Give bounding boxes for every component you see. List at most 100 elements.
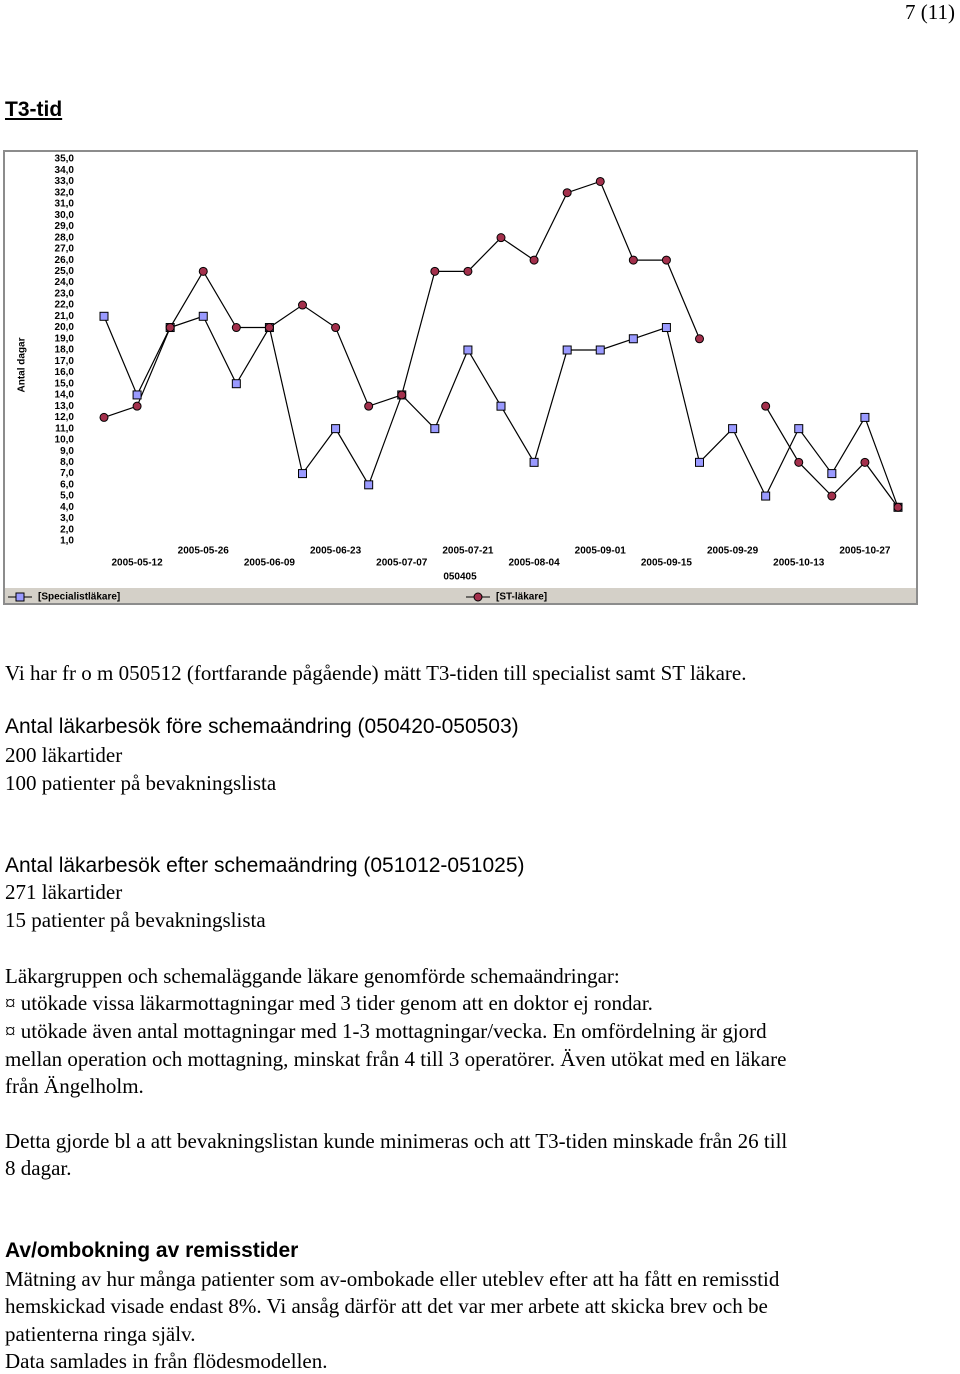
marker: [463, 266, 473, 276]
line: Mätning av hur många patienter som av-om…: [5, 1267, 780, 1291]
y-tick-label: 8,0: [60, 457, 74, 468]
marker: [298, 469, 307, 479]
x-axis-label: 050405: [443, 572, 477, 583]
marker: [99, 412, 109, 422]
marker: [761, 491, 771, 501]
marker: [628, 334, 638, 344]
marker: [198, 266, 208, 276]
legend-label: [ST-läkare]: [496, 592, 547, 603]
y-tick-label: 34,0: [55, 165, 75, 176]
line: 271 läkartider: [5, 880, 123, 904]
marker: [529, 255, 539, 265]
marker: [794, 457, 804, 467]
y-tick-label: 4,0: [60, 502, 74, 513]
marker: [198, 311, 208, 321]
y-tick-label: 33,0: [55, 176, 75, 187]
x-tick-label: 2005-05-26: [178, 546, 230, 557]
line: patienterna ringa själv.: [5, 1322, 196, 1346]
x-tick-label: 2005-07-07: [376, 558, 428, 569]
marker: [860, 457, 870, 467]
line: 8 dagar.: [5, 1156, 72, 1180]
marker: [430, 266, 440, 276]
line: Läkargruppen och schemaläggande läkare g…: [5, 964, 620, 988]
x-tick-label: 2005-09-15: [641, 558, 693, 569]
marker: [132, 401, 142, 411]
line: 15 patienter på bevakningslista: [5, 908, 266, 932]
y-tick-label: 18,0: [55, 345, 75, 356]
marker: [860, 412, 870, 422]
marker: [264, 323, 274, 333]
marker: [364, 480, 374, 490]
y-tick-label: 28,0: [55, 232, 75, 243]
y-tick-label: 11,0: [55, 423, 74, 434]
y-tick-label: 13,0: [55, 401, 75, 412]
y-tick-label: 32,0: [55, 187, 75, 198]
marker: [728, 424, 738, 434]
marker: [231, 379, 241, 389]
y-tick-label: 27,0: [55, 244, 75, 255]
y-tick-label: 25,0: [55, 266, 75, 277]
marker: [231, 323, 241, 333]
y-tick-label: 35,0: [55, 154, 75, 165]
y-tick-label: 22,0: [55, 300, 75, 311]
marker: [827, 469, 837, 479]
marker: [893, 502, 903, 512]
y-tick-label: 29,0: [55, 221, 75, 232]
marker: [562, 188, 572, 198]
y-tick-label: 16,0: [55, 367, 75, 378]
x-tick-label: 2005-05-12: [112, 558, 164, 569]
line: Detta gjorde bl a att bevakningslistan k…: [5, 1129, 788, 1153]
marker: [132, 390, 142, 400]
marker: [496, 233, 506, 243]
y-tick-label: 2,0: [60, 524, 74, 535]
y-tick-label: 14,0: [55, 390, 75, 401]
marker: [661, 255, 671, 265]
y-tick-label: 5,0: [60, 491, 74, 502]
legend-label: [Specialistläkare]: [38, 592, 120, 603]
marker: [794, 424, 804, 434]
marker: [761, 401, 771, 411]
line: ¤ utökade vissa läkarmottagningar med 3 …: [5, 991, 653, 1015]
chart-frame: [3, 150, 918, 605]
marker: [661, 323, 671, 333]
marker: [695, 334, 704, 344]
x-tick-label: 2005-09-29: [707, 546, 759, 557]
legend-marker: [473, 592, 483, 602]
heading: Av/ombokning av remisstider: [5, 1239, 299, 1262]
y-tick-label: 21,0: [55, 311, 75, 322]
y-tick-label: 1,0: [60, 536, 74, 547]
y-tick-label: 30,0: [55, 210, 75, 221]
y-tick-label: 12,0: [55, 412, 75, 423]
marker: [430, 424, 440, 434]
y-tick-label: 6,0: [60, 479, 74, 490]
marker: [331, 424, 341, 434]
x-tick-label: 2005-09-01: [575, 546, 627, 557]
legend-band: [5, 588, 916, 603]
y-axis-label: Antal dagar: [17, 337, 28, 392]
line: ¤ utökade även antal mottagningar med 1-…: [5, 1019, 767, 1043]
line: 100 patienter på bevakningslista: [5, 771, 277, 795]
x-tick-label: 2005-08-04: [509, 558, 561, 569]
line: Data samlades in från flödesmodellen.: [5, 1349, 328, 1373]
legend-marker: [15, 592, 25, 602]
x-tick-label: 2005-06-09: [244, 558, 296, 569]
marker: [496, 401, 506, 411]
line: från Ängelholm.: [5, 1074, 144, 1098]
x-tick-label: 2005-06-23: [310, 546, 362, 557]
heading: Antal läkarbesök före schemaändring (050…: [5, 715, 519, 738]
line: hemskickad visade endast 8%. Vi ansåg dä…: [5, 1294, 768, 1318]
marker: [595, 176, 605, 186]
marker: [99, 311, 109, 321]
marker: [529, 457, 539, 467]
x-tick-label: 2005-10-13: [773, 558, 825, 569]
marker: [827, 491, 837, 501]
chart: Antal dagar 050405 1,02,03,04,05,06,07,0…: [3, 150, 918, 605]
x-tick-label: 2005-10-27: [839, 546, 891, 557]
y-tick-label: 31,0: [55, 199, 75, 210]
marker: [695, 457, 704, 467]
y-tick-label: 23,0: [55, 288, 75, 299]
y-tick-label: 15,0: [55, 378, 75, 389]
x-tick-label: 2005-07-21: [442, 546, 494, 557]
marker: [165, 323, 175, 333]
